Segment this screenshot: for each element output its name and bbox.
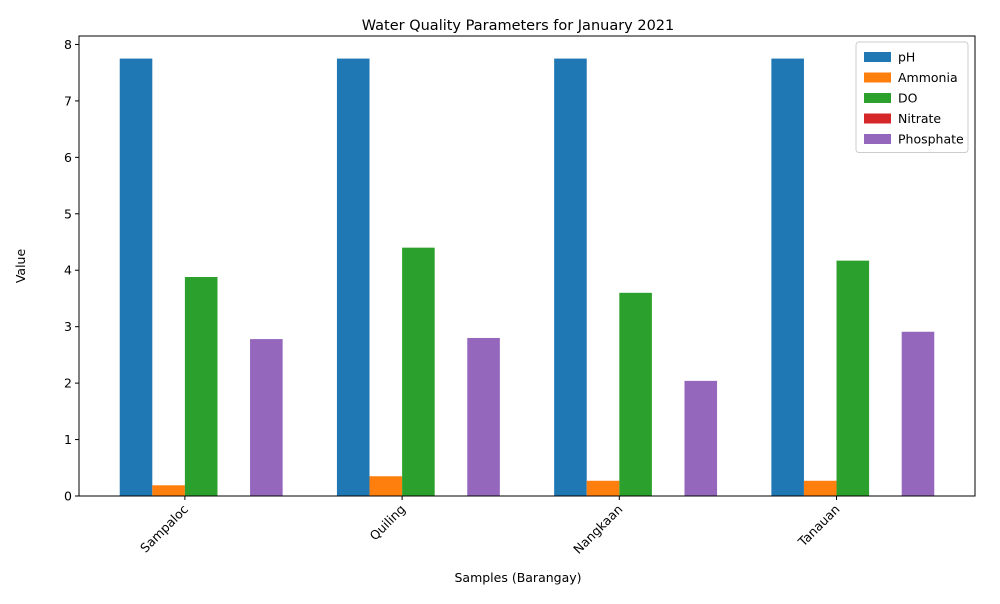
x-tick-label: Tanauan	[794, 502, 842, 550]
legend-label-phosphate: Phosphate	[898, 132, 964, 147]
y-tick-label: 6	[64, 150, 72, 165]
legend-swatch-phosphate	[864, 134, 891, 144]
x-tick-label: Nangkaan	[570, 502, 625, 557]
legend-box	[855, 41, 969, 153]
bar-do-tanauan	[836, 260, 870, 496]
bar-do-sampaloc	[184, 277, 218, 496]
legend-swatch-nitrate	[864, 113, 891, 124]
bar-phosphate-quiling	[467, 337, 500, 496]
y-tick-label: 8	[64, 37, 72, 52]
plot-frame	[78, 35, 976, 497]
x-tick-label: Quiling	[366, 502, 408, 544]
bars-group	[119, 58, 935, 496]
bar-phosphate-sampaloc	[250, 339, 283, 496]
y-axis: 0 1 2 3 4 5 6 7 8	[64, 37, 79, 504]
legend-label-ammonia: Ammonia	[898, 70, 958, 85]
legend-swatch-ph	[864, 52, 891, 62]
legend-label-ph: pH	[898, 50, 915, 65]
x-axis: Sampaloc Quiling Nangkaan Tanauan	[137, 496, 843, 557]
y-tick-label: 4	[64, 263, 72, 278]
bar-ph-sampaloc	[119, 58, 153, 496]
x-axis-label: Samples (Barangay)	[454, 570, 581, 585]
bar-ammonia-nangkaan	[586, 480, 620, 496]
x-tick-label: Sampaloc	[137, 501, 191, 555]
bar-ammonia-tanauan	[803, 480, 837, 496]
y-tick-label: 1	[64, 432, 72, 447]
y-axis-label: Value	[13, 249, 28, 284]
bar-ammonia-quiling	[369, 476, 403, 496]
y-tick-label: 7	[64, 93, 72, 108]
bar-phosphate-tanauan	[901, 331, 935, 496]
bar-ph-quiling	[336, 58, 370, 496]
bar-do-quiling	[402, 247, 435, 496]
legend-swatch-do	[864, 93, 891, 103]
legend-swatch-ammonia	[864, 72, 891, 83]
y-tick-label: 2	[64, 376, 72, 391]
legend-label-nitrate: Nitrate	[898, 111, 941, 126]
bar-ph-nangkaan	[554, 58, 587, 496]
bar-do-nangkaan	[619, 292, 652, 496]
bar-ammonia-sampaloc	[152, 485, 185, 496]
bar-ph-tanauan	[771, 58, 804, 496]
legend: pH Ammonia DO Nitrate Phosphate	[855, 41, 969, 153]
bar-phosphate-nangkaan	[684, 380, 718, 496]
legend-label-do: DO	[898, 91, 918, 106]
chart-title: Water Quality Parameters for January 202…	[362, 18, 675, 34]
y-tick-label: 0	[64, 489, 72, 504]
y-tick-label: 3	[64, 319, 72, 334]
y-tick-label: 5	[64, 206, 72, 221]
